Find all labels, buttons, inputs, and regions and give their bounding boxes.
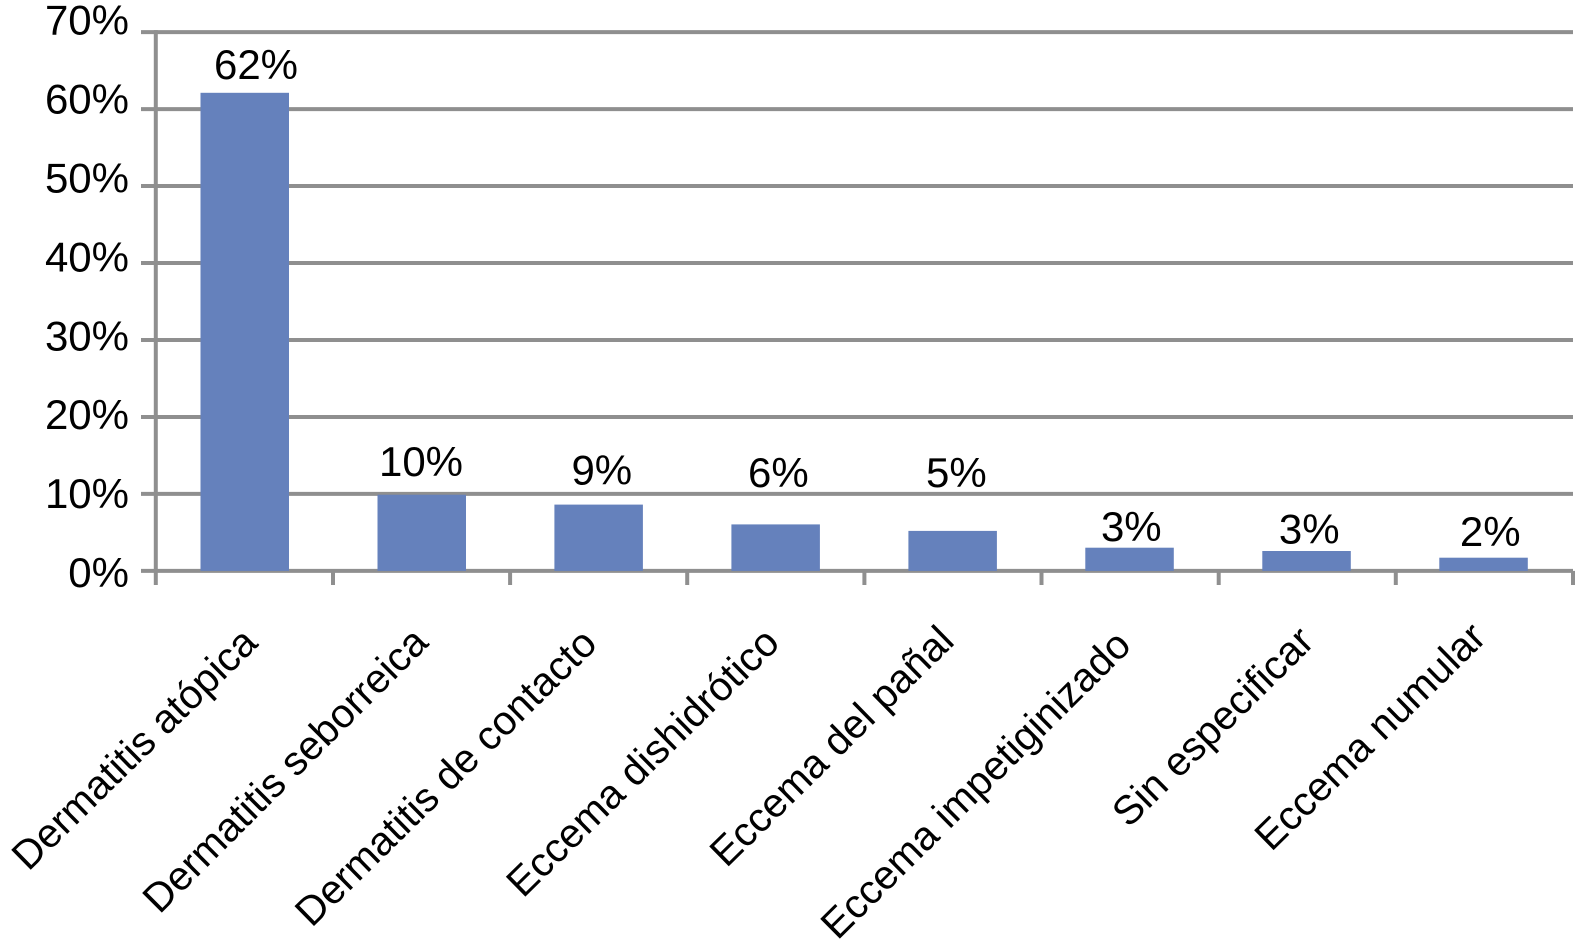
svg-text:9%: 9% <box>571 446 632 493</box>
svg-text:3%: 3% <box>1101 503 1162 550</box>
svg-text:62%: 62% <box>214 41 298 88</box>
svg-text:5%: 5% <box>926 449 987 496</box>
svg-text:50%: 50% <box>45 155 129 202</box>
svg-text:10%: 10% <box>379 438 463 485</box>
svg-text:0%: 0% <box>68 549 129 596</box>
svg-text:40%: 40% <box>45 233 129 280</box>
svg-text:6%: 6% <box>748 449 809 496</box>
svg-text:3%: 3% <box>1279 505 1340 552</box>
svg-text:60%: 60% <box>45 76 129 123</box>
svg-text:30%: 30% <box>45 312 129 359</box>
svg-text:10%: 10% <box>45 470 129 517</box>
svg-text:2%: 2% <box>1460 508 1521 555</box>
svg-text:70%: 70% <box>45 0 129 44</box>
svg-text:20%: 20% <box>45 391 129 438</box>
